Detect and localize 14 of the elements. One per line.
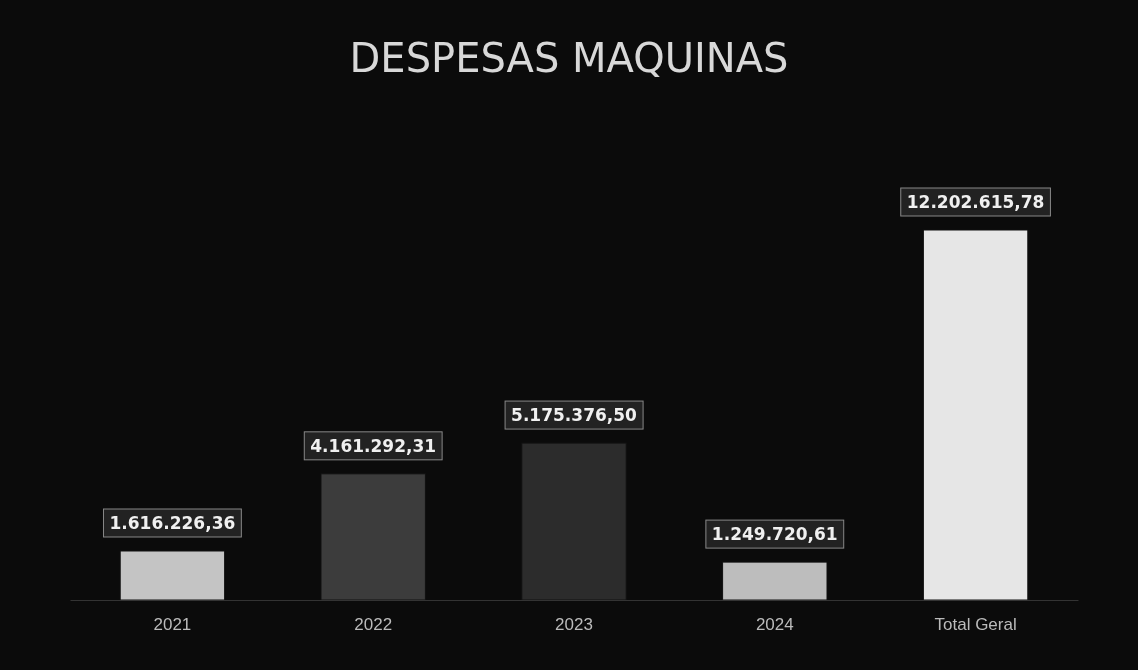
- bar: [922, 229, 1029, 601]
- bar: [722, 561, 828, 601]
- data-label: 1.616.226,36: [109, 512, 236, 533]
- chart-title: DESPESAS MAQUINAS: [349, 35, 789, 81]
- data-label: 1.249.720,61: [711, 524, 838, 545]
- bar: [119, 550, 226, 601]
- x-tick-label: 2021: [153, 615, 192, 635]
- data-label: 12.202.615,78: [906, 192, 1045, 212]
- x-tick-label: 2024: [755, 615, 794, 635]
- x-tick-label: Total Geral: [934, 615, 1017, 635]
- x-tick-label: 2023: [555, 615, 593, 635]
- data-label: 5.175.376,50: [511, 405, 638, 426]
- data-label: 4.161.292,31: [310, 435, 437, 456]
- x-tick-label: 2022: [354, 615, 393, 635]
